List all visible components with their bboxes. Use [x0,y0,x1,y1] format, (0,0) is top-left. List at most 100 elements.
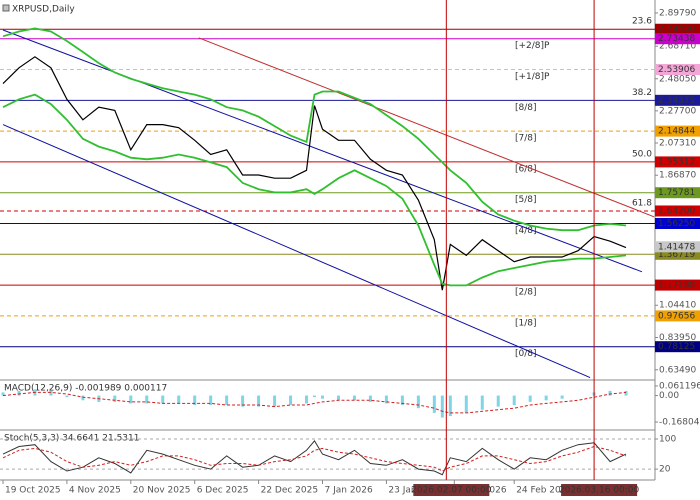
level-box [655,248,700,260]
macd-bar [209,395,213,406]
band-line [2,93,627,287]
macd-bar [161,395,165,404]
macd-bar [81,395,85,401]
y-tick-label: 2.89790 [659,8,696,18]
level-box [655,310,700,322]
macd-bar [177,395,181,404]
y-tick-label: 100 [659,435,676,445]
fib-label: 61.8 [632,198,652,208]
macd-bar [464,395,468,413]
macd-bar [352,395,356,401]
macd-bar [193,395,197,406]
fib-label: 38.2 [632,88,652,98]
macd-bar [416,395,420,409]
level-box [655,187,700,199]
symbol-icon [2,4,10,12]
murray-label: [2/8] [515,288,537,298]
macd-bar [145,395,149,404]
y-tick-label: 20 [659,465,671,475]
macd-bar [313,395,317,398]
macd-bar [289,395,293,406]
stoch-line [2,445,627,472]
y-tick-label: -0.168046 [659,418,700,428]
macd-bar [432,395,436,413]
macd-bar [384,395,388,404]
marker-box [561,484,638,496]
band-line [2,27,627,232]
macd-bar [608,390,612,396]
macd-bar [65,395,69,398]
murray-label: [0/8] [515,349,537,359]
x-tick-label: 4 Nov 2025 [69,486,121,496]
macd-bar [400,395,404,406]
macd-bar [225,395,229,406]
y-tick-label: 0.061196 [659,381,700,391]
y-tick-label: 2.07310 [659,138,696,148]
marker-label: 2026.02.07 00:00 [411,486,492,496]
macd-bar [480,395,484,410]
x-tick-label: 19 Oct 2025 [5,486,61,496]
y-tick-label: 1.86870 [659,171,696,181]
level-box [655,23,700,35]
macd-bar [321,395,325,399]
x-tick-label: 20 Nov 2025 [133,486,191,496]
stoch-title: Stoch(5,3,3) 34.6641 21.5311 [4,434,139,444]
murray-label: [5/8] [515,195,537,205]
level-box-label: 2.73438 [658,34,695,44]
price-line [2,56,627,291]
macd-bar [512,395,516,406]
x-tick-label: 22 Dec 2025 [261,486,319,496]
y-tick-label: 0.63490 [659,365,696,375]
last-price-label: 1.41478 [658,242,695,252]
level-box [655,33,700,45]
trendline [198,37,655,218]
marker-label: 2026.03.16 00:00 [559,486,640,496]
y-tick-label: 2.27700 [659,106,696,116]
x-tick-label: 24 Feb 2026 [516,486,572,496]
macd-bar [17,390,21,396]
macd-title: MACD(12,26,9) -0.001989 0.000117 [4,384,167,394]
macd-bar [544,395,548,401]
marker-box [413,484,490,496]
level-box [655,341,700,353]
fib-label: 50.0 [632,149,652,159]
y-tick-label: 1.04410 [659,301,696,311]
fib-label: 23.6 [632,17,652,27]
y-tick-label: 0.00 [659,391,679,401]
level-box [655,64,700,76]
macd-bar [560,395,564,399]
macd-bar [440,395,444,418]
level-box-label: 0.97656 [658,311,695,321]
murray-label: [7/8] [515,134,537,144]
macd-signal [2,391,627,414]
murray-label: [8/8] [515,103,537,113]
macd-bar [528,395,532,402]
x-tick-label: 6 Dec 2025 [197,486,249,496]
y-tick-label: 2.68710 [659,42,696,52]
y-tick-label: 2.48050 [659,74,696,84]
murray-label: [1/8] [515,318,537,328]
level-box-label: 1.36719 [658,250,695,260]
level-box-label: 1.56250 [658,219,695,229]
macd-bar [273,395,277,407]
level-box-label: 1.75781 [658,188,695,198]
macd-bar [113,395,117,402]
macd-bar [336,395,340,401]
level-box-label: 1.17188 [658,281,695,291]
macd-bar [448,395,452,417]
y-tick-label: 0.83950 [659,333,696,343]
macd-bar [241,395,245,407]
level-box-label: 1.95312 [658,157,695,167]
level-box [655,94,700,106]
murray-label: [+2/8]P [515,41,550,51]
macd-bar [257,395,261,407]
macd-bar [496,395,500,407]
murray-label: [4/8] [515,226,537,236]
level-box [655,156,700,168]
level-box-label: 2.53906 [658,65,695,75]
macd-bar [368,395,372,402]
x-tick-label: 7 Jan 2026 [325,486,373,496]
level-box-label: 1.64200 [658,206,695,216]
